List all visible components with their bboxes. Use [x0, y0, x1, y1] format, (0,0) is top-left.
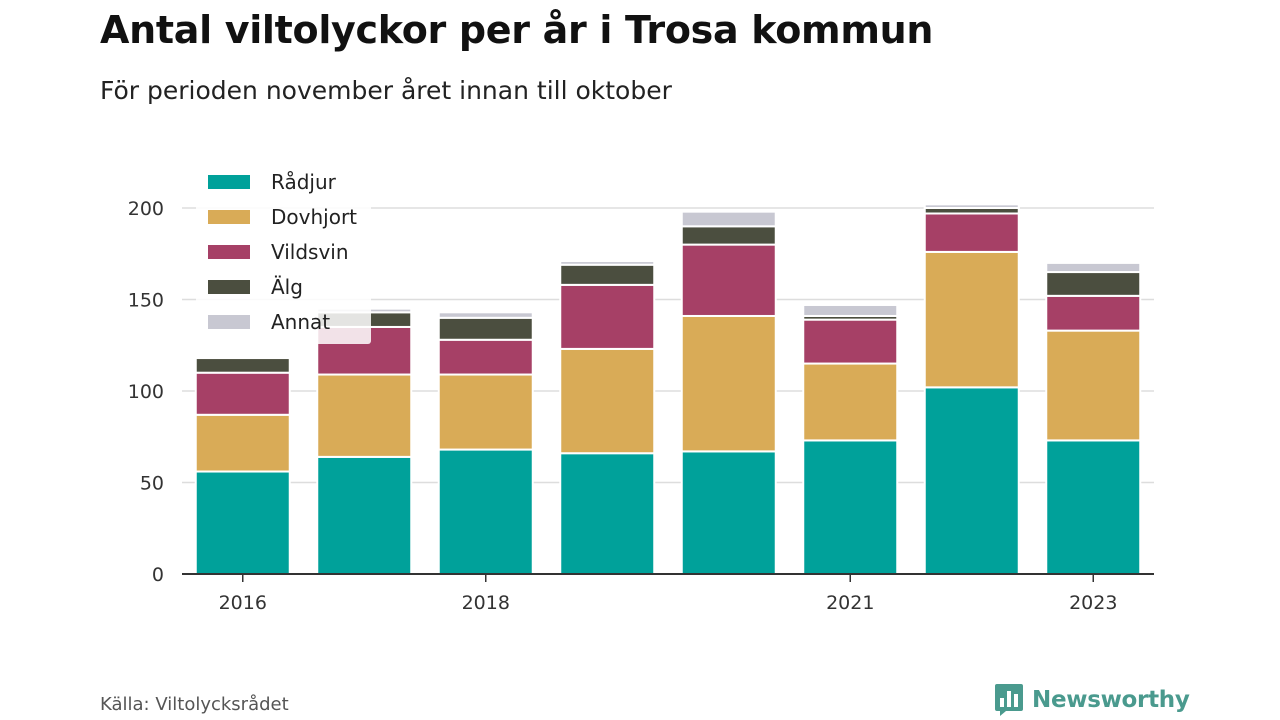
bar-segment	[559, 260, 656, 266]
legend-label: Dovhjort	[271, 205, 357, 229]
y-tick-label: 50	[140, 473, 164, 495]
y-tick-label: 100	[128, 381, 164, 403]
x-tick-label: 2023	[1069, 592, 1117, 614]
bar-segment	[194, 413, 291, 473]
source-note: Källa: Viltolycksrådet	[100, 694, 289, 715]
bar-segment	[802, 362, 899, 442]
bar-segment	[923, 250, 1020, 389]
bars-layer	[194, 203, 1142, 576]
bar-segment	[1045, 294, 1142, 332]
bar-segment	[559, 283, 656, 350]
bar-segment	[923, 212, 1020, 253]
legend-label: Vildsvin	[271, 240, 349, 264]
bar-segment	[1045, 271, 1142, 297]
y-tick-label: 200	[128, 198, 164, 220]
legend-swatch	[208, 280, 250, 294]
bar-segment	[802, 318, 899, 365]
bar-chart-badge-icon	[995, 684, 1023, 716]
bar-segment	[923, 386, 1020, 575]
bar-segment	[437, 311, 534, 319]
bar-segment	[194, 371, 291, 416]
chart-title: Antal viltolyckor per år i Trosa kommun	[100, 8, 934, 52]
bar-segment	[1045, 439, 1142, 575]
bar-segment	[802, 439, 899, 575]
legend-background	[196, 164, 371, 344]
bar-segment	[316, 373, 413, 458]
bar-segment	[1045, 261, 1142, 274]
bar-segment	[316, 455, 413, 576]
bar-segment	[559, 347, 656, 455]
x-tick-label: 2021	[826, 592, 874, 614]
bar-segment	[194, 357, 291, 374]
axis-layer: 0 50 100 150 200 2016 2018 2021 2023	[128, 198, 1154, 614]
bar-segment	[680, 314, 777, 453]
bar-segment	[437, 373, 534, 451]
bar-segment	[923, 203, 1020, 209]
legend-swatch	[208, 315, 250, 329]
bar-segment	[559, 263, 656, 286]
bar-segment	[437, 316, 534, 341]
bar-segment	[802, 303, 899, 317]
bar-segment	[1045, 329, 1142, 442]
bar-segment	[680, 450, 777, 576]
chart-subtitle: För perioden november året innan till ok…	[100, 76, 672, 105]
legend-label: Älg	[271, 275, 303, 299]
brand-name: Newsworthy	[1032, 687, 1190, 713]
bar-segment	[680, 225, 777, 246]
legend-swatch	[208, 245, 250, 259]
bar-segment	[559, 452, 656, 575]
x-tick-label: 2016	[219, 592, 267, 614]
bar-segment	[680, 243, 777, 317]
x-tick-label: 2018	[462, 592, 510, 614]
y-tick-label: 150	[128, 290, 164, 312]
legend-swatch	[208, 210, 250, 224]
y-tick-label: 0	[152, 564, 164, 586]
bar-segment	[194, 470, 291, 575]
legend-label: Annat	[271, 310, 330, 334]
bar-segment	[437, 448, 534, 575]
newsworthy-logo: Newsworthy	[994, 683, 1190, 717]
legend-swatch	[208, 175, 250, 189]
legend-label: Rådjur	[271, 170, 337, 194]
legend: Rådjur Dovhjort Vildsvin Älg Annat	[196, 164, 371, 344]
bar-segment	[437, 338, 534, 376]
bar-segment	[680, 210, 777, 228]
